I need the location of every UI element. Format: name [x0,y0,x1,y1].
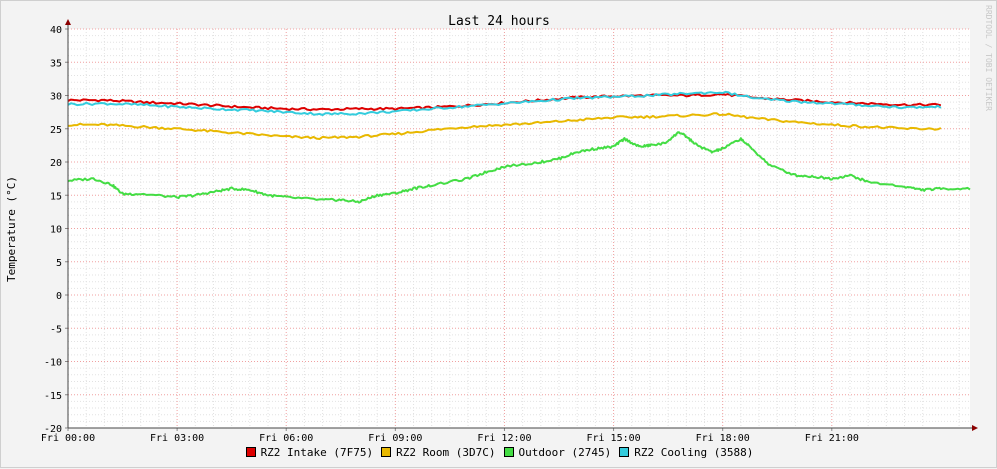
legend-label: RZ2 Room (3D7C) [396,446,496,459]
y-axis-label: Temperature (°C) [5,176,18,282]
y-tick-label: -20 [44,424,62,435]
y-tick-label: 20 [50,158,62,169]
legend-swatch [245,447,256,457]
legend-item-2: Outdoor (2745) [503,446,612,459]
legend-swatch [381,447,392,457]
x-tick-label: Fri 09:00 [368,433,422,444]
y-tick-labels: -20 -15 -10 -5 0 5 10 15 20 25 30 35 40 [44,25,62,435]
legend-item-0: RZ2 Intake (7F75) [245,446,374,459]
series-line-2 [67,131,971,204]
x-tick-label: Fri 03:00 [150,433,204,444]
x-axis-arrow [972,425,978,431]
legend-label: RZ2 Intake (7F75) [260,446,374,459]
y-tick-label: 15 [50,191,62,202]
y-tick-label: 5 [56,258,62,269]
x-tick-labels: Fri 00:00 Fri 03:00 Fri 06:00 Fri 09:00 Fri … [41,433,859,444]
chart-title: Last 24 hours [448,14,550,29]
y-tick-label: 25 [50,125,62,136]
series-line-1 [67,112,942,140]
minor-grid [68,29,970,428]
y-tick-label: 40 [50,25,62,36]
legend-label: RZ2 Cooling (3588) [634,446,754,459]
y-tick-label: -10 [44,358,62,369]
y-tick-label: 35 [50,58,62,69]
y-axis-arrow [65,19,71,25]
y-tick-label: 30 [50,92,62,103]
x-tick-label: Fri 18:00 [696,433,750,444]
legend-swatch [503,447,514,457]
y-tick-label: -5 [50,324,62,335]
x-tick-label: Fri 15:00 [586,433,640,444]
legend: RZ2 Intake (7F75) RZ2 Room (3D7C) Outdoor … [1,446,997,459]
x-tick-label: Fri 12:00 [477,433,531,444]
legend-item-1: RZ2 Room (3D7C) [381,446,496,459]
legend-item-3: RZ2 Cooling (3588) [619,446,753,459]
x-tick-label: Fri 00:00 [41,433,95,444]
axes [65,19,978,431]
y-tick-label: 10 [50,225,62,236]
legend-swatch [619,447,630,457]
x-tick-label: Fri 21:00 [805,433,859,444]
watermark: RRDTOOL / TOBI OETIKER [984,5,993,111]
y-tick-label: -15 [44,391,62,402]
y-tick-label: 0 [56,291,62,302]
series-layer [67,90,971,204]
legend-label: Outdoor (2745) [518,446,612,459]
x-tick-label: Fri 06:00 [259,433,313,444]
major-grid [67,28,970,429]
series-line-3 [67,90,942,116]
